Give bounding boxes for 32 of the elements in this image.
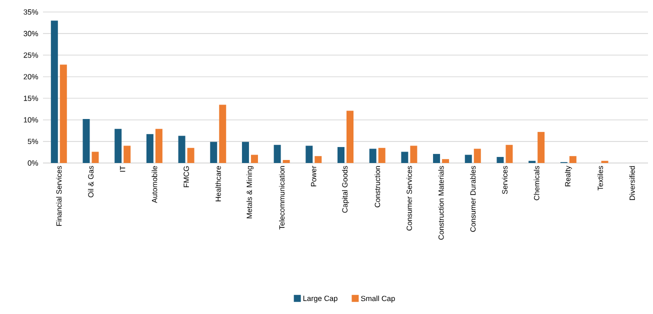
bar xyxy=(314,156,322,163)
bar xyxy=(369,148,376,163)
bar xyxy=(124,146,131,163)
bar xyxy=(114,128,122,163)
bar xyxy=(250,154,258,163)
bar xyxy=(464,154,472,163)
bar xyxy=(474,148,481,163)
bar xyxy=(410,146,418,163)
bar xyxy=(50,20,58,163)
bar xyxy=(346,110,354,163)
bar xyxy=(146,134,154,163)
bar xyxy=(506,144,513,163)
bar xyxy=(178,136,186,163)
bar xyxy=(338,147,345,163)
bar xyxy=(82,118,90,163)
bar xyxy=(210,142,218,163)
bar xyxy=(569,156,576,163)
bar xyxy=(378,148,386,163)
bar xyxy=(442,159,450,163)
bar xyxy=(187,148,194,163)
bar xyxy=(242,142,249,163)
bar xyxy=(92,152,99,163)
bar xyxy=(282,160,290,163)
bar xyxy=(496,156,504,163)
bar xyxy=(219,104,226,163)
bar xyxy=(306,146,313,163)
bar xyxy=(401,152,408,163)
bar xyxy=(433,154,440,163)
bar xyxy=(538,132,545,163)
bar xyxy=(155,128,162,163)
bar xyxy=(274,144,281,163)
bar xyxy=(60,64,67,163)
